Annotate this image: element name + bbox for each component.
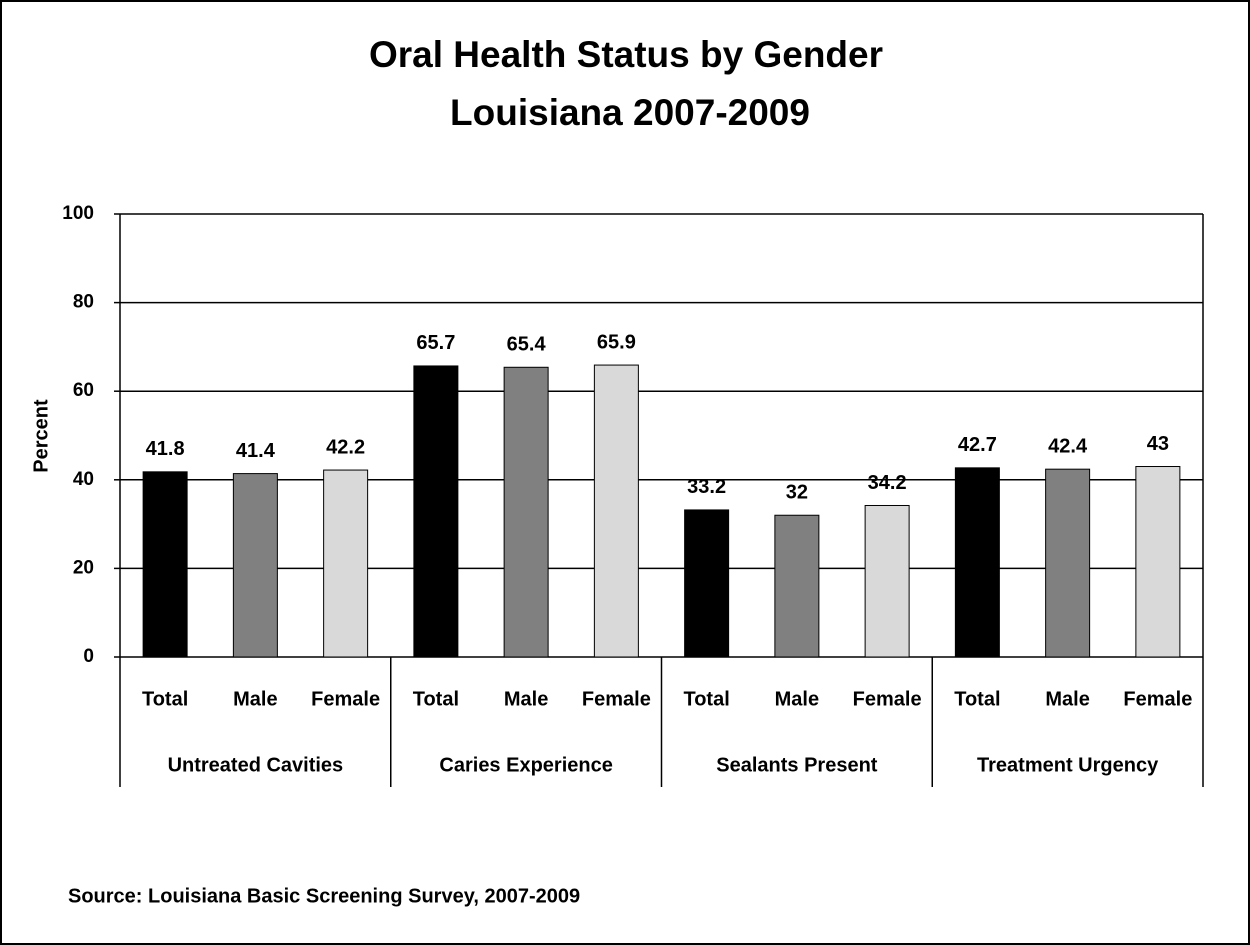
bar — [1135, 466, 1181, 658]
x-tick-label: Female — [311, 688, 380, 710]
bar — [954, 467, 1000, 658]
x-group-label: Treatment Urgency — [977, 754, 1159, 776]
bar — [593, 364, 639, 658]
x-tick-label: Total — [954, 688, 1000, 710]
y-tick-label: 40 — [73, 469, 94, 490]
data-label: 65.7 — [416, 332, 455, 354]
data-label: 42.7 — [958, 434, 997, 456]
bar — [232, 473, 278, 658]
x-tick-label: Female — [853, 688, 922, 710]
x-group-label: Caries Experience — [439, 754, 612, 776]
data-label: 42.4 — [1048, 435, 1088, 457]
x-tick-label: Male — [775, 688, 819, 710]
data-label: 43 — [1147, 433, 1169, 455]
bar — [323, 469, 369, 658]
x-tick-label: Total — [142, 688, 188, 710]
data-label: 32 — [786, 482, 808, 504]
x-tick-label: Total — [413, 688, 459, 710]
y-tick-label: 100 — [62, 203, 94, 224]
x-tick-label: Female — [1123, 688, 1192, 710]
bar — [413, 365, 459, 658]
x-tick-label: Total — [683, 688, 729, 710]
bar — [684, 509, 730, 658]
y-tick-label: 0 — [83, 646, 94, 667]
data-label: 34.2 — [868, 472, 907, 494]
x-tick-label: Male — [233, 688, 277, 710]
data-label: 41.8 — [146, 438, 185, 460]
x-group-label: Sealants Present — [716, 754, 878, 776]
bar — [142, 471, 188, 658]
bar — [774, 514, 820, 658]
bar — [864, 504, 910, 658]
data-label: 41.4 — [236, 440, 276, 462]
y-tick-label: 60 — [73, 380, 94, 401]
y-axis-label: Percent — [30, 399, 52, 473]
data-label: 65.9 — [597, 331, 636, 353]
bar — [503, 366, 549, 658]
data-label: 65.4 — [507, 334, 547, 356]
chart-subtitle: Louisiana 2007-2009 — [450, 92, 810, 133]
data-label: 33.2 — [687, 476, 726, 498]
x-tick-label: Male — [1045, 688, 1089, 710]
chart-title: Oral Health Status by Gender — [369, 34, 883, 75]
y-tick-label: 20 — [73, 557, 94, 578]
y-tick-label: 80 — [73, 292, 94, 313]
bar — [1045, 468, 1091, 658]
x-tick-label: Female — [582, 688, 651, 710]
x-tick-label: Male — [504, 688, 548, 710]
source-note: Source: Louisiana Basic Screening Survey… — [68, 885, 580, 907]
data-label: 42.2 — [326, 436, 365, 458]
x-group-label: Untreated Cavities — [168, 754, 344, 776]
